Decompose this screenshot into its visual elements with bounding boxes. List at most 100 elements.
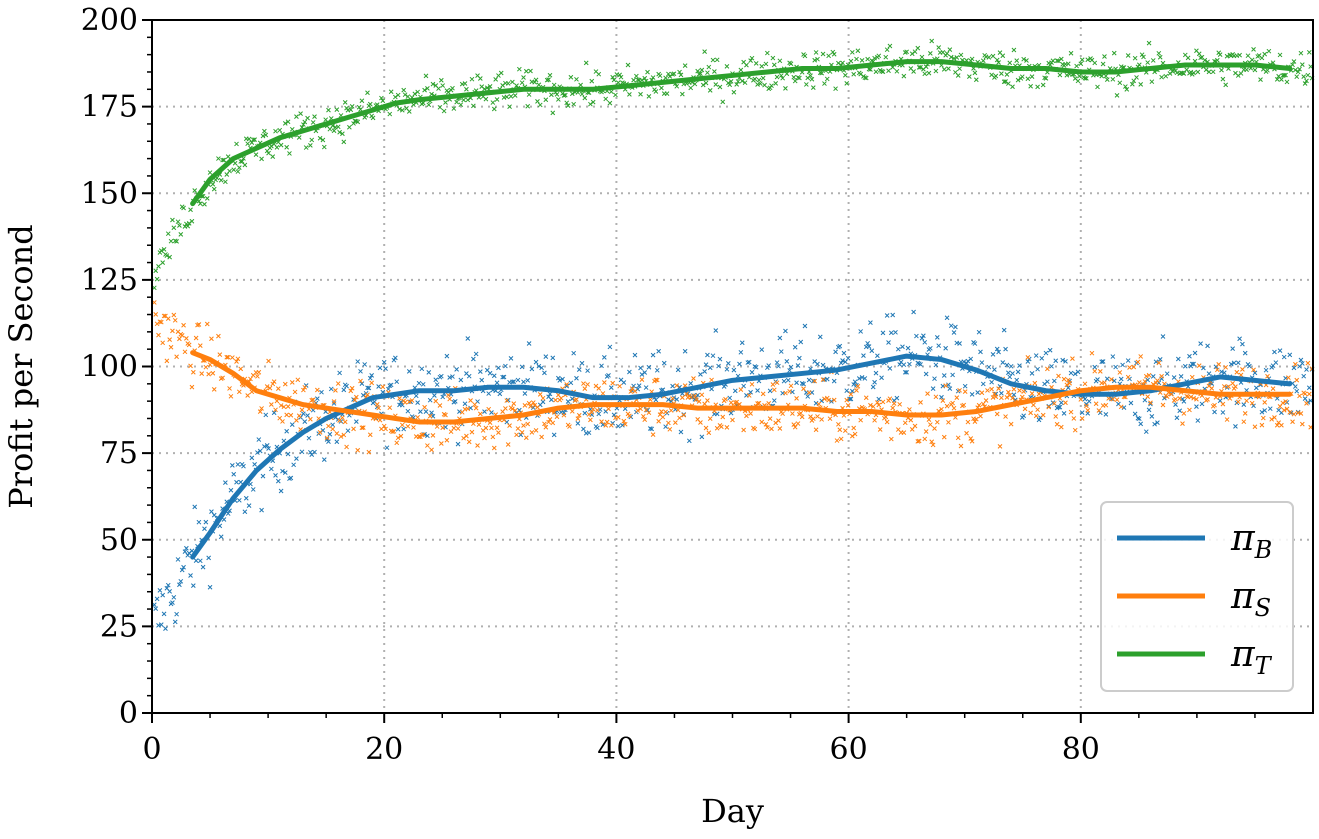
scatter-point bbox=[443, 100, 448, 105]
scatter-point bbox=[663, 409, 668, 415]
scatter-point bbox=[555, 375, 561, 381]
scatter-point bbox=[264, 443, 270, 448]
scatter-point bbox=[674, 83, 680, 89]
scatter-point bbox=[160, 260, 166, 265]
scatter-point bbox=[160, 340, 166, 346]
scatter-point bbox=[1223, 82, 1229, 88]
scatter-point bbox=[540, 395, 546, 401]
scatter-point bbox=[969, 438, 975, 444]
scatter-point bbox=[267, 385, 273, 391]
scatter-point bbox=[535, 404, 540, 410]
scatter-point bbox=[510, 79, 515, 85]
scatter-point bbox=[239, 159, 245, 164]
scatter-point bbox=[1146, 407, 1152, 413]
scatter-point bbox=[1110, 354, 1116, 359]
scatter-point bbox=[829, 399, 834, 404]
scatter-point bbox=[299, 407, 305, 413]
scatter-point bbox=[1029, 74, 1035, 79]
scatter-point bbox=[508, 356, 514, 361]
scatter-point bbox=[642, 370, 648, 375]
scatter-point bbox=[710, 57, 716, 63]
scatter-point bbox=[1291, 365, 1297, 371]
scatter-point bbox=[693, 397, 699, 402]
scatter-point bbox=[448, 429, 454, 435]
scatter-point bbox=[699, 392, 705, 398]
scatter-point bbox=[964, 430, 969, 436]
scatter-point bbox=[933, 68, 939, 74]
scatter-point bbox=[673, 420, 678, 425]
scatter-point bbox=[491, 106, 497, 112]
scatter-point bbox=[189, 384, 195, 390]
scatter-point bbox=[883, 54, 889, 60]
scatter-point bbox=[802, 53, 808, 59]
scatter-point bbox=[190, 583, 196, 589]
series-line bbox=[190, 350, 1293, 425]
scatter-point bbox=[469, 76, 475, 82]
scatter-point bbox=[266, 150, 271, 156]
scatter-point bbox=[507, 104, 512, 110]
scatter-point bbox=[759, 347, 765, 353]
legend-label-subscript: B bbox=[1254, 536, 1273, 564]
scatter-point bbox=[1180, 421, 1185, 426]
scatter-point bbox=[1058, 424, 1064, 430]
scatter-point bbox=[1220, 410, 1226, 415]
scatter-point bbox=[1106, 396, 1112, 401]
scatter-point bbox=[994, 57, 1000, 63]
scatter-point bbox=[1085, 57, 1091, 63]
scatter-point bbox=[1294, 377, 1300, 383]
scatter-point bbox=[1306, 391, 1312, 397]
scatter-point bbox=[1212, 409, 1217, 415]
scatter-point bbox=[1000, 53, 1006, 59]
scatter-point bbox=[1008, 363, 1014, 369]
scatter-point bbox=[1177, 408, 1183, 414]
scatter-point bbox=[1233, 424, 1238, 429]
scatter-point bbox=[200, 564, 206, 570]
scatter-point bbox=[369, 373, 375, 378]
scatter-point bbox=[647, 426, 653, 431]
scatter-point bbox=[887, 366, 893, 371]
scatter-point bbox=[347, 124, 352, 130]
scatter-point bbox=[870, 404, 876, 409]
scatter-point bbox=[914, 333, 919, 339]
scatter-point bbox=[163, 626, 168, 631]
scatter-point bbox=[820, 377, 826, 382]
scatter-point bbox=[1043, 350, 1049, 356]
scatter-point bbox=[405, 94, 411, 99]
scatter-point bbox=[918, 362, 923, 367]
scatter-point bbox=[719, 424, 724, 430]
scatter-point bbox=[1198, 341, 1203, 346]
scatter-point bbox=[819, 417, 825, 422]
scatter-point bbox=[590, 406, 596, 412]
scatter-point bbox=[1095, 377, 1100, 382]
scatter-point bbox=[1167, 71, 1173, 76]
scatter-point bbox=[1152, 421, 1157, 427]
scatter-point bbox=[849, 433, 855, 439]
scatter-point bbox=[1157, 357, 1163, 362]
scatter-point bbox=[627, 369, 632, 375]
scatter-point bbox=[886, 68, 891, 74]
scatter-point bbox=[270, 381, 276, 387]
scatter-point bbox=[770, 55, 776, 61]
scatter-point bbox=[218, 177, 224, 183]
scatter-point bbox=[589, 409, 595, 415]
scatter-point bbox=[1024, 58, 1029, 63]
scatter-point bbox=[838, 360, 844, 366]
scatter-point bbox=[1231, 360, 1237, 366]
scatter-point bbox=[1082, 396, 1088, 402]
scatter-point bbox=[994, 346, 1000, 352]
scatter-point bbox=[294, 417, 299, 423]
x-tick-label: 0 bbox=[142, 732, 161, 767]
scatter-point bbox=[452, 399, 458, 404]
scatter-point bbox=[1047, 347, 1053, 353]
scatter-point bbox=[1259, 422, 1265, 428]
scatter-point bbox=[776, 363, 781, 369]
scatter-point bbox=[1028, 410, 1033, 416]
scatter-point bbox=[976, 329, 982, 335]
scatter-point bbox=[489, 425, 494, 431]
scatter-point bbox=[253, 152, 259, 157]
scatter-point bbox=[926, 417, 932, 422]
scatter-point bbox=[359, 425, 365, 431]
scatter-point bbox=[1142, 397, 1148, 403]
scatter-point bbox=[1221, 384, 1227, 389]
scatter-point bbox=[1305, 360, 1311, 366]
